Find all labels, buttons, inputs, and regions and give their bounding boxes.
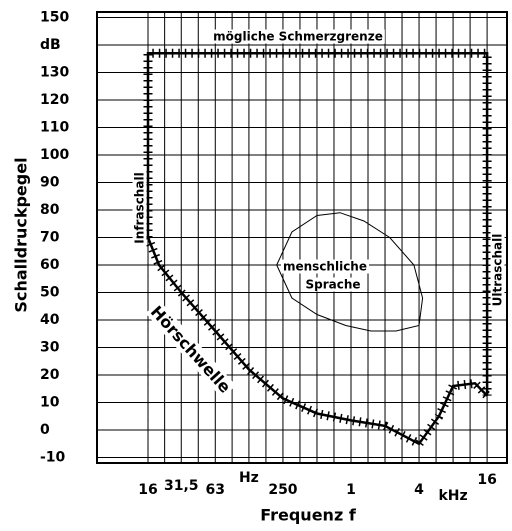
y-tick-label: 90 — [40, 175, 60, 191]
annotation: Sprache — [305, 278, 360, 292]
y-tick-label: 110 — [40, 120, 69, 136]
label-background — [211, 29, 385, 44]
y-tick-label: 0 — [40, 422, 50, 438]
y-tick-label: 60 — [40, 257, 60, 273]
annotation: menschliche — [283, 260, 367, 274]
label-background — [145, 300, 237, 399]
x-tick-label: 31,5 — [164, 478, 199, 494]
y-tick-label: 150 — [40, 10, 69, 26]
plot-frame — [96, 11, 508, 464]
x-tick-label: 63 — [206, 482, 225, 498]
x-tick-label: 16 — [477, 472, 496, 488]
y-tick-label: 130 — [40, 65, 69, 81]
y-tick-label: 120 — [40, 92, 69, 108]
y-tick-label: 40 — [40, 312, 60, 328]
x-tick-label: 250 — [268, 482, 297, 498]
x-tick-label: 1 — [346, 482, 356, 498]
x-tick-label: 4 — [414, 482, 424, 498]
label-background — [132, 170, 147, 246]
y-tick-label: 10 — [40, 395, 60, 411]
x-tick-label: Hz — [239, 470, 259, 486]
y-tick-label: 70 — [40, 230, 60, 246]
label-background — [490, 231, 505, 309]
x-tick-label: 16 — [138, 482, 157, 498]
label-background — [303, 277, 363, 292]
y-tick-label: dB — [40, 37, 61, 53]
annotation: Hörschwelle — [147, 302, 235, 397]
line — [146, 52, 489, 396]
y-axis-title: Schalldruckpegel — [12, 157, 31, 312]
y-tick-label: 20 — [40, 367, 60, 383]
x-axis-title: Frequenz f — [260, 506, 357, 525]
y-tick-label: 50 — [40, 285, 60, 301]
annotation: Ultraschall — [491, 234, 505, 307]
y-tick-label: -10 — [40, 450, 66, 466]
x-tick-label: kHz — [438, 488, 467, 504]
annotation: mögliche Schmerzgrenze — [213, 30, 383, 44]
y-tick-label: 30 — [40, 340, 60, 356]
y-tick-label: 100 — [40, 147, 69, 163]
line — [146, 237, 488, 446]
label-background — [280, 259, 370, 274]
outline — [276, 212, 424, 332]
y-tick-label: 80 — [40, 202, 60, 218]
annotation: Infraschall — [133, 172, 147, 243]
